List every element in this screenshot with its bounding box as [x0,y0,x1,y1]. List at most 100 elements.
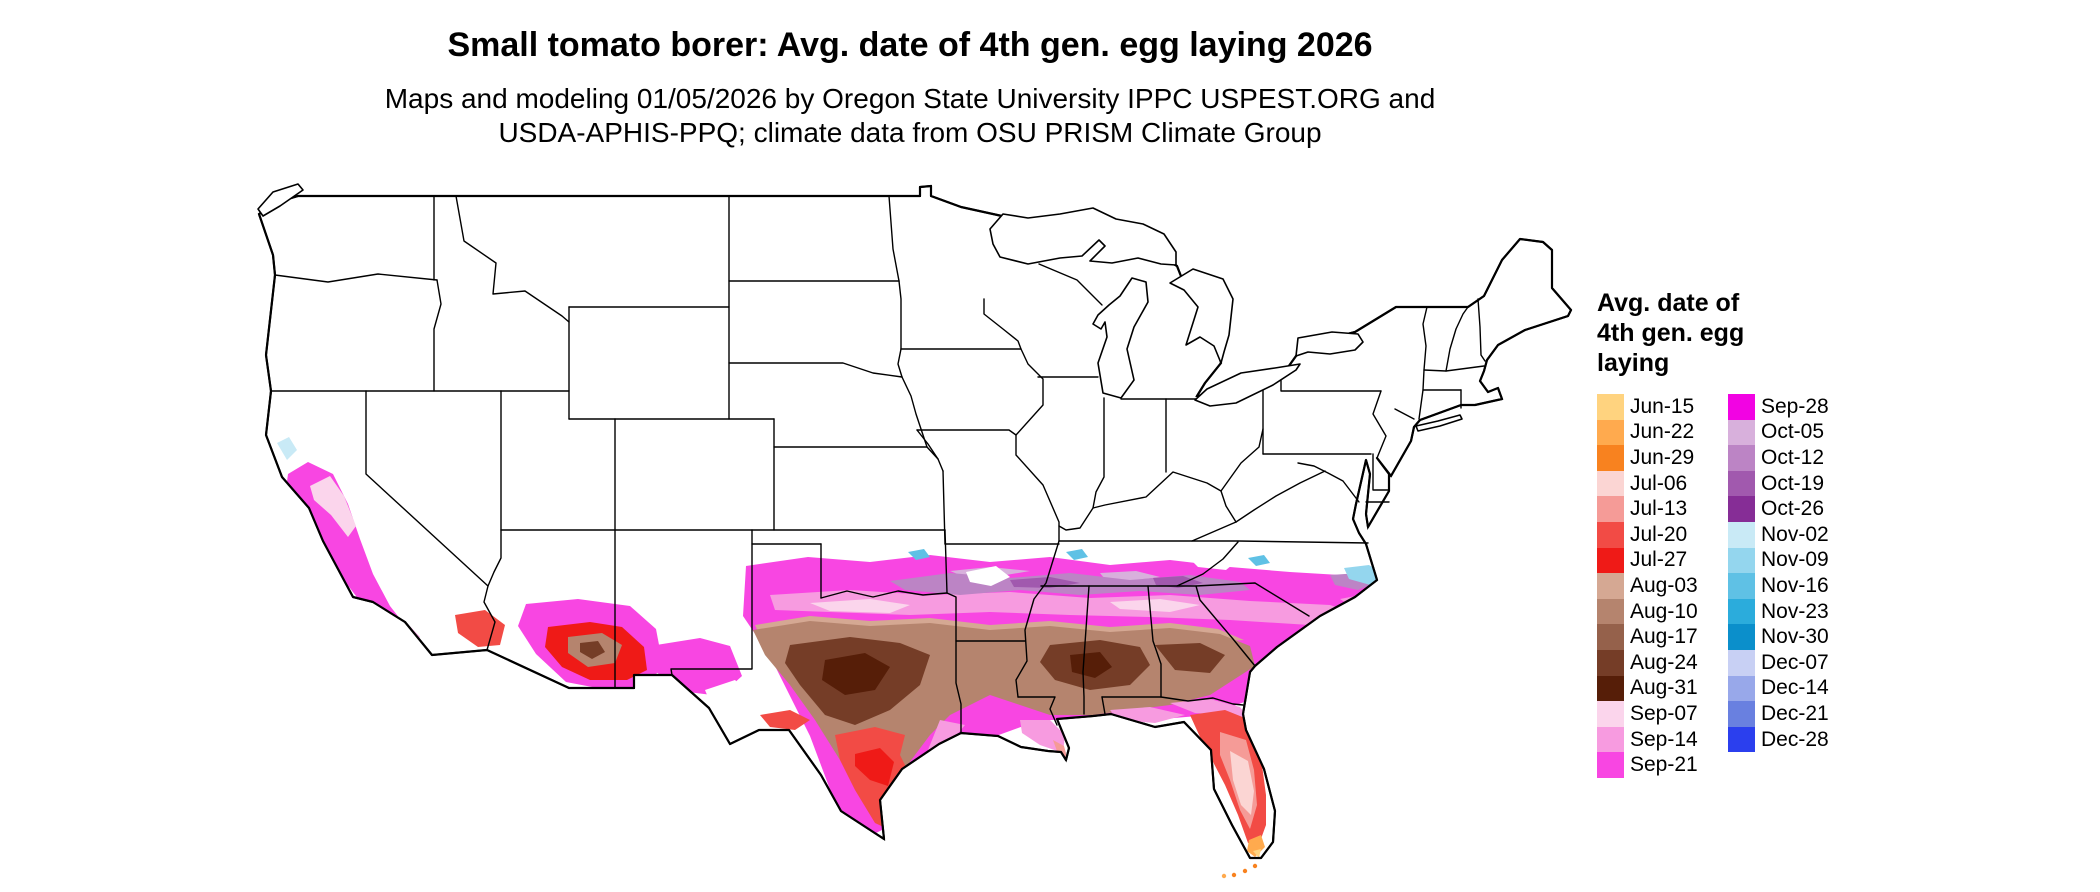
legend-label: Oct-26 [1761,497,1825,521]
legend-label: Aug-03 [1630,573,1698,597]
legend-label: Nov-16 [1761,573,1829,597]
border-red-river [820,590,948,599]
legend-label: Dec-07 [1761,650,1829,674]
keys-dot [1221,873,1227,879]
us-map [257,183,1573,879]
legend-label: Sep-14 [1630,727,1698,751]
legend-entry: Sep-07 [1597,701,1728,727]
legend-entry: Nov-30 [1728,624,1829,650]
legend-swatch [1728,675,1755,702]
region-cyan-deep-spot-3 [1248,555,1270,566]
legend-swatch [1728,624,1755,650]
legend-label: Aug-31 [1630,676,1698,700]
legend-swatch [1728,701,1755,727]
map-subtitle-line2: USDA-APHIS-PPQ; climate data from OSU PR… [498,117,1322,148]
legend-swatch [1597,701,1624,727]
border-ga-sc [1195,585,1256,667]
lake-michigan [1092,277,1149,399]
region-rio-grande-valley-jul-deep [855,748,894,786]
lake-erie [1194,363,1301,407]
region-mississippi-aug-darkest [1070,652,1112,678]
border-fl-west [1101,696,1106,715]
legend-entry: Sep-21 [1597,752,1728,778]
border-nd-mn [888,195,900,282]
florida-keys [1221,863,1258,879]
legend-entry: Jun-15 [1597,394,1728,420]
legend-column-early: Jun-15 Jun-22 Jun-29 Jul-06 Jul-13 Jul-20 Jul-… [1597,394,1728,778]
map-subtitle-line1: Maps and modeling 01/05/2026 by Oregon S… [384,83,1436,114]
region-arizona-aug-dark [580,641,605,659]
legend-label: Sep-07 [1630,701,1698,725]
legend-label: Jul-13 [1630,497,1688,521]
legend-swatch [1597,445,1624,471]
region-appalachians-white [1186,547,1244,570]
legend-entry: Oct-05 [1728,419,1829,446]
region-cyan-deep-spot-2 [1066,549,1088,560]
border-ky-tn-va-nc [1058,540,1369,544]
border-al-ms [1082,585,1090,715]
legend-entry: Sep-14 [1597,726,1728,753]
border-md-de [1372,453,1390,491]
legend-column-late: Sep-28 Oct-05 Oct-12 Oct-19 Oct-26 Nov-02 Nov-… [1728,394,1829,753]
map-legend: Avg. date of 4th gen. egg laying Jun-15 J… [1597,288,1927,778]
border-mo-nw [916,429,939,460]
legend-label: Aug-24 [1630,650,1698,674]
region-pale-pink-patch-east [1110,599,1200,612]
long-island [1415,414,1463,432]
legend-label: Sep-21 [1630,753,1698,777]
state-borders [270,195,1486,734]
legend-label: Jun-15 [1630,394,1695,418]
region-cyan-deep-spot-1 [908,549,930,560]
border-va-wv [1235,470,1326,523]
border-ny-east [1418,306,1428,420]
border-fl-north [1101,696,1244,706]
legend-swatch [1597,649,1624,676]
legend-label: Nov-02 [1761,522,1829,546]
border-ky-va [1191,521,1237,542]
vancouver-island [257,183,304,217]
legend-swatch [1728,521,1755,548]
legend-label: Nov-30 [1761,625,1829,649]
border-or-id [433,279,442,392]
region-california-pale-pink [310,476,356,537]
region-ozarks-white [966,566,1010,586]
legend-entry: Nov-16 [1728,573,1829,599]
legend-label: Oct-19 [1761,471,1825,495]
legend-entry: Aug-10 [1597,598,1728,625]
legend-swatch [1597,521,1624,548]
legend-swatch [1597,752,1624,778]
legend-entry: Aug-03 [1597,573,1728,599]
border-il-in [1092,397,1105,509]
legend-entry: Oct-19 [1728,470,1829,497]
legend-label: Nov-09 [1761,548,1829,572]
region-davis-mountains-white [705,680,750,713]
legend-swatch [1728,419,1755,446]
border-mississippi-river [983,298,1060,698]
legend-title-line2: 4th gen. egg [1597,319,1745,347]
legend-entry: Aug-17 [1597,624,1728,650]
legend-label: Aug-10 [1630,599,1698,623]
border-vt-nh [1445,306,1469,372]
legend-entry: Dec-07 [1728,649,1829,676]
region-pale-pink-patch-west [810,599,910,613]
border-wa-or [274,273,438,283]
region-texas-aug-darkest [822,653,890,695]
legend-entry: Sep-28 [1728,394,1829,420]
border-tx-ar-la [946,592,962,734]
border-nv-az [487,529,502,587]
legend-entry: Oct-12 [1728,445,1829,471]
region-louisiana-delta-pink [1020,720,1065,753]
legend-label: Jun-29 [1630,445,1695,469]
legend-entry: Nov-02 [1728,521,1829,548]
legend-entry: Oct-26 [1728,496,1829,522]
keys-dot [1252,863,1258,869]
legend-label: Jul-06 [1630,471,1688,495]
region-california-valley-sep [286,462,420,652]
legend-title-line3: laying [1597,349,1670,377]
legend-swatch [1597,496,1624,522]
legend-swatch [1728,470,1755,497]
legend-swatch [1597,470,1624,497]
legend-label: Oct-12 [1761,445,1825,469]
map-title: Small tomato borer: Avg. date of 4th gen… [447,26,1373,64]
